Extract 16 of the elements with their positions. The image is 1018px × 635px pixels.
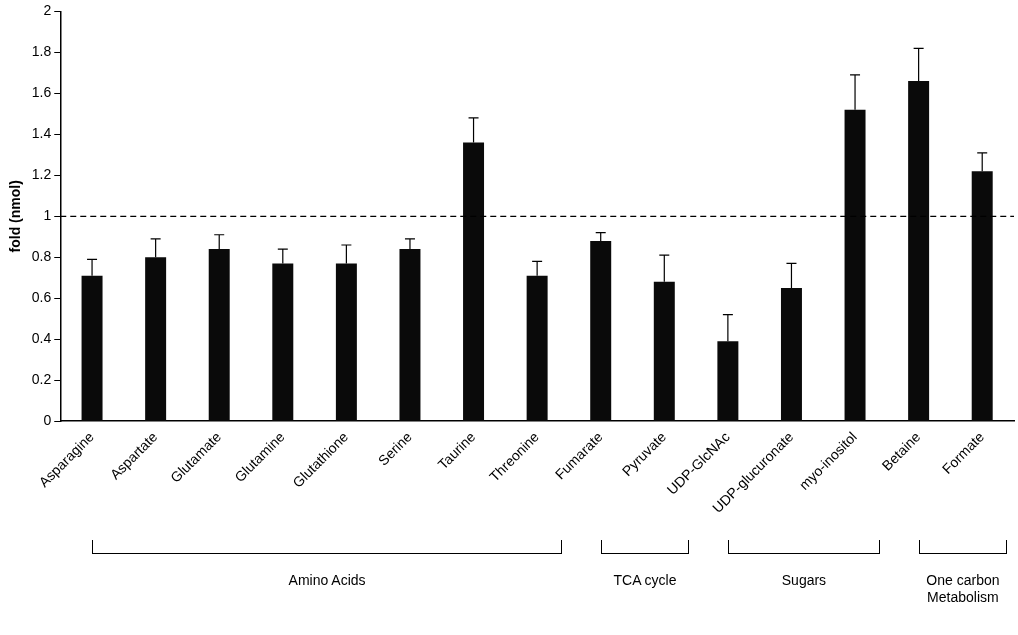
y-tick-label: 1.4: [31, 125, 52, 142]
text: Sugars: [780, 572, 828, 589]
text: Amino Acids: [287, 572, 367, 589]
y-tick-label: 0.2: [31, 371, 52, 388]
y-tick-label: 0.4: [31, 330, 52, 347]
text: TCA cycle: [612, 572, 678, 589]
y-tick-label: 1: [43, 207, 52, 224]
y-tick-label: 0.8: [31, 248, 52, 265]
y-tick-label: 1.6: [31, 84, 52, 101]
y-tick-label: 2: [43, 2, 52, 19]
y-axis-title: fold (nmol): [7, 180, 24, 253]
text: One carbon Metabolism: [925, 572, 1001, 606]
y-tick-label: 1.2: [31, 166, 52, 183]
y-tick-label: 0: [43, 412, 52, 429]
y-tick-label: 0.6: [31, 289, 52, 306]
y-tick-label: 1.8: [31, 43, 52, 60]
